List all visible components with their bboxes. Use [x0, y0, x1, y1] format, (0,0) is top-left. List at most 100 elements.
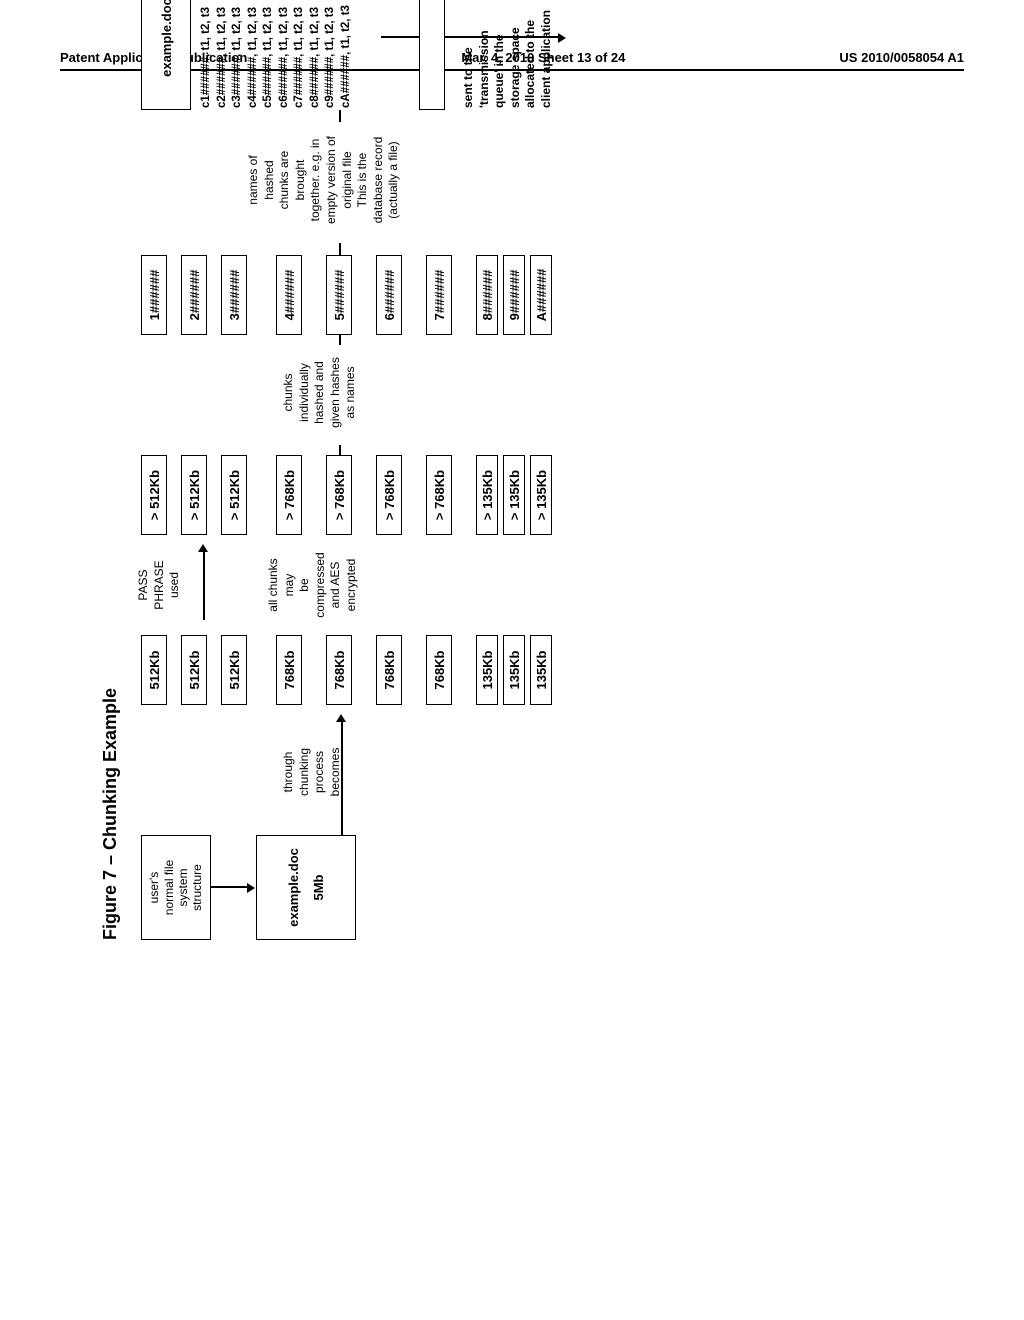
arrow-chunking: [341, 720, 343, 835]
record-line-3: c4######, t1, t2, t3: [246, 5, 262, 108]
compressed-chunk-7: > 135Kb: [476, 455, 498, 535]
compressed-chunk-6: > 768Kb: [426, 455, 452, 535]
record-output-box: [419, 0, 445, 110]
hashed-chunk-9: A######: [530, 255, 552, 335]
raw-chunk-label-2: 512Kb: [227, 650, 242, 689]
raw-chunk-3: 768Kb: [276, 635, 302, 705]
hashed-chunk-2: 3######: [221, 255, 247, 335]
chunking-process-label: through chunking process becomes: [281, 722, 343, 822]
hashed-chunk-label-6: 7######: [432, 270, 447, 321]
arrowhead-file-down: [247, 883, 255, 893]
database-record-label: names of hashed chunks are brought toget…: [246, 120, 402, 240]
compressed-chunk-5: > 768Kb: [376, 455, 402, 535]
hashed-chunk-8: 9######: [503, 255, 525, 335]
compressed-chunk-label-9: > 135Kb: [534, 470, 549, 520]
file-system-label: user's normal file system structure: [147, 860, 205, 915]
raw-chunk-5: 768Kb: [376, 635, 402, 705]
arrow-record-to-box: [381, 37, 419, 39]
compressed-chunk-label-3: > 768Kb: [282, 470, 297, 520]
arrow-file-to-example: [211, 887, 249, 889]
hash-label: chunks individually hashed and given has…: [281, 340, 359, 445]
hashed-chunk-label-9: A######: [534, 269, 549, 322]
record-title: example.doc: [159, 0, 174, 77]
raw-chunk-4: 768Kb: [326, 635, 352, 705]
raw-chunk-0: 512Kb: [141, 635, 167, 705]
raw-chunk-label-3: 768Kb: [282, 650, 297, 689]
hashed-chunk-5: 6######: [376, 255, 402, 335]
compressed-chunk-1: > 512Kb: [181, 455, 207, 535]
record-line-9: cA######, t1, t2, t3: [339, 5, 355, 108]
hashed-chunk-label-8: 9######: [507, 270, 522, 321]
record-title-box: example.doc: [141, 0, 191, 110]
source-file-size: 5Mb: [311, 875, 326, 901]
dash-c3-a: [339, 445, 341, 455]
figure-title: Figure 7 – Chunking Example: [100, 120, 121, 940]
compressed-chunk-3: > 768Kb: [276, 455, 302, 535]
compressed-chunk-label-6: > 768Kb: [432, 470, 447, 520]
raw-chunk-6: 768Kb: [426, 635, 452, 705]
compressed-chunk-label-7: > 135Kb: [480, 470, 495, 520]
hashed-chunk-label-3: 4######: [282, 270, 297, 321]
compressed-chunk-2: > 512Kb: [221, 455, 247, 535]
raw-chunk-1: 512Kb: [181, 635, 207, 705]
compressed-chunk-label-5: > 768Kb: [382, 470, 397, 520]
source-file-name: example.doc: [286, 848, 301, 927]
pass-phrase-label: PASS PHRASE used: [136, 545, 183, 625]
queue-label: sent to the 'transmission queue' in the …: [461, 0, 555, 108]
chunking-diagram: user's normal file system structure exam…: [141, 0, 841, 940]
arrowhead-queue: [558, 33, 566, 43]
compressed-chunk-label-2: > 512Kb: [227, 470, 242, 520]
hashed-chunk-label-2: 3######: [227, 270, 242, 321]
compressed-chunk-label-4: > 768Kb: [332, 470, 347, 520]
hashed-chunk-label-4: 5######: [332, 270, 347, 321]
record-line-6: c7######, t1, t2, t3: [292, 5, 308, 108]
record-line-0: c1######, t1, t2, t3: [199, 5, 215, 108]
raw-chunk-7: 135Kb: [476, 635, 498, 705]
compress-encrypt-label: all chunks may be compressed and AES enc…: [266, 540, 360, 630]
compressed-chunk-4: > 768Kb: [326, 455, 352, 535]
record-line-7: c8######, t1, t2, t3: [308, 5, 324, 108]
record-line-8: c9######, t1, t2, t3: [323, 5, 339, 108]
dash-c4-a: [339, 243, 341, 255]
record-line-2: c3######, t1, t2, t3: [230, 5, 246, 108]
arrow-pass-phrase: [203, 550, 205, 620]
source-file-box: example.doc 5Mb: [256, 835, 356, 940]
compressed-chunk-label-1: > 512Kb: [187, 470, 202, 520]
compressed-chunk-label-8: > 135Kb: [507, 470, 522, 520]
hashed-chunk-label-7: 8######: [480, 270, 495, 321]
hashed-chunk-label-0: 1######: [147, 270, 162, 321]
record-line-5: c6######, t1, t2, t3: [277, 5, 293, 108]
hashed-chunk-1: 2######: [181, 255, 207, 335]
compressed-chunk-8: > 135Kb: [503, 455, 525, 535]
hashed-chunk-4: 5######: [326, 255, 352, 335]
raw-chunk-2: 512Kb: [221, 635, 247, 705]
raw-chunk-label-0: 512Kb: [147, 650, 162, 689]
raw-chunk-label-1: 512Kb: [187, 650, 202, 689]
raw-chunk-label-4: 768Kb: [332, 650, 347, 689]
hashed-chunk-label-5: 6######: [382, 270, 397, 321]
raw-chunk-label-5: 768Kb: [382, 650, 397, 689]
dash-c4-b: [339, 110, 341, 122]
record-line-1: c2######, t1, t2, t3: [215, 5, 231, 108]
raw-chunk-label-9: 135Kb: [534, 650, 549, 689]
file-system-structure-box: user's normal file system structure: [141, 835, 211, 940]
record-lines: c1######, t1, t2, t3c2######, t1, t2, t3…: [199, 5, 354, 108]
hashed-chunk-3: 4######: [276, 255, 302, 335]
raw-chunk-label-6: 768Kb: [432, 650, 447, 689]
arrowhead-chunking: [336, 714, 346, 722]
compressed-chunk-0: > 512Kb: [141, 455, 167, 535]
raw-chunk-8: 135Kb: [503, 635, 525, 705]
raw-chunk-label-7: 135Kb: [480, 650, 495, 689]
dash-c3-b: [339, 335, 341, 345]
hashed-chunk-label-1: 2######: [187, 270, 202, 321]
arrowhead-pass-phrase: [198, 544, 208, 552]
compressed-chunk-9: > 135Kb: [530, 455, 552, 535]
raw-chunk-label-8: 135Kb: [507, 650, 522, 689]
raw-chunk-9: 135Kb: [530, 635, 552, 705]
hashed-chunk-0: 1######: [141, 255, 167, 335]
hashed-chunk-7: 8######: [476, 255, 498, 335]
compressed-chunk-label-0: > 512Kb: [147, 470, 162, 520]
header-right: US 2010/0058054 A1: [839, 50, 964, 65]
hashed-chunk-6: 7######: [426, 255, 452, 335]
record-line-4: c5######, t1, t2, t3: [261, 5, 277, 108]
